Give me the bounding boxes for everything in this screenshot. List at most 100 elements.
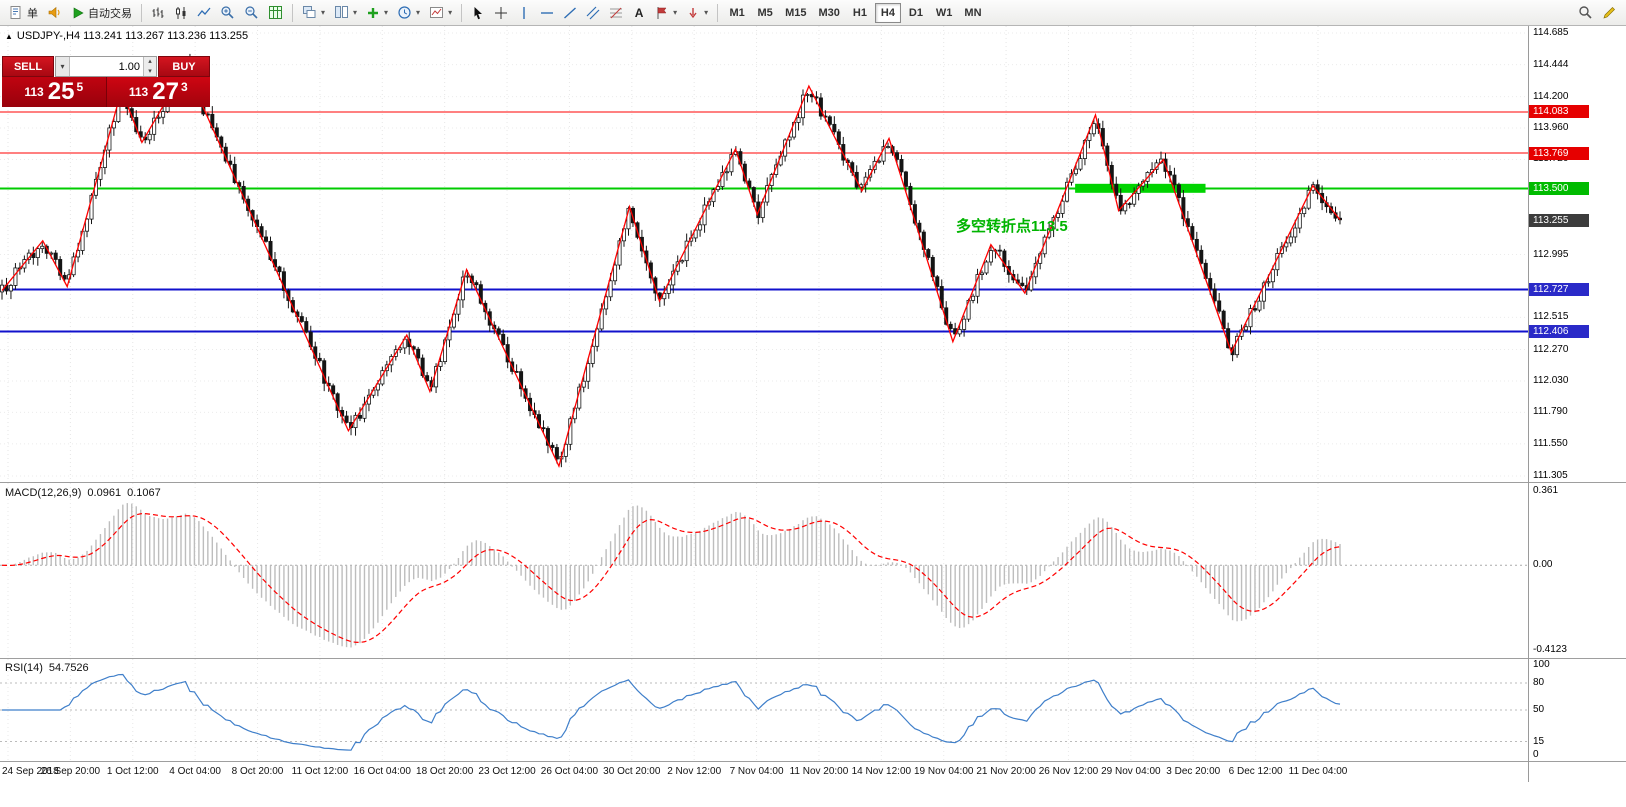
- candlestick-chart-button[interactable]: [170, 2, 192, 24]
- main-toolbar: 单 自动交易: [0, 0, 1626, 26]
- stepper-down-icon[interactable]: ▾: [144, 66, 156, 76]
- rsi-axis-tick: 80: [1533, 677, 1545, 688]
- timeframe-button-m30[interactable]: M30: [814, 3, 845, 23]
- time-label: 6 Dec 12:00: [1228, 766, 1283, 777]
- arrows-tool-button[interactable]: ▾: [682, 2, 712, 24]
- zoom-in-button[interactable]: [216, 2, 239, 24]
- macd-axis: 0.361 0.00 -0.4123: [1529, 483, 1626, 658]
- zoom-out-button[interactable]: [240, 2, 263, 24]
- time-axis: 24 Sep 2018 26 Sep 20:00 1 Oct 12:00 4 Oct …: [0, 762, 1528, 782]
- price-badge: 113.255: [1529, 213, 1589, 227]
- rsi-axis-tick: 0: [1533, 749, 1539, 760]
- macd-axis-tick: 0.361: [1533, 485, 1559, 496]
- rsi-axis-tick: 100: [1533, 659, 1550, 670]
- macd-label: MACD(12,26,9) 0.0961 0.1067: [5, 487, 161, 499]
- new-order-icon: [10, 6, 21, 19]
- price-badge: 112.406: [1529, 325, 1589, 339]
- time-label: 24 Sep 2018: [2, 766, 59, 777]
- new-order-button[interactable]: 单: [5, 2, 42, 24]
- sell-button[interactable]: SELL: [2, 56, 54, 77]
- price-tick: 111.550: [1533, 437, 1568, 449]
- macd-value-1: 0.0961: [87, 487, 122, 499]
- horizontal-line-tool-button[interactable]: [536, 2, 558, 24]
- horizontal-level-lines: [0, 111, 1528, 333]
- crosshair-tool-button[interactable]: [490, 2, 512, 24]
- new-order-label: 单: [27, 7, 38, 20]
- line-chart-button[interactable]: [193, 2, 215, 24]
- bar-chart-button[interactable]: [147, 2, 169, 24]
- timeframe-button-m1[interactable]: M1: [724, 3, 750, 23]
- macd-axis-tick: -0.4123: [1533, 644, 1567, 655]
- price-tick: 112.515: [1533, 311, 1569, 323]
- search-button[interactable]: [1574, 2, 1597, 24]
- timeframe-button-h1[interactable]: H1: [847, 3, 873, 23]
- cursor-tool-button[interactable]: [467, 2, 489, 24]
- buy-button[interactable]: BUY: [158, 56, 210, 77]
- price-chart[interactable]: [0, 26, 1528, 482]
- trendline-icon: [564, 6, 577, 19]
- price-badge: 113.769: [1529, 146, 1589, 160]
- edit-button[interactable]: [1598, 2, 1621, 24]
- grid-lines: [0, 26, 1528, 482]
- templates-button[interactable]: ▾: [425, 2, 456, 24]
- arrange-windows-icon: [335, 6, 349, 18]
- macd-chart[interactable]: [0, 483, 1528, 658]
- timeframe-button-w1[interactable]: W1: [931, 3, 958, 23]
- periods-button[interactable]: ▾: [393, 2, 424, 24]
- timeframe-button-mn[interactable]: MN: [959, 3, 986, 23]
- tile-windows-button[interactable]: [264, 2, 287, 24]
- quantity-stepper[interactable]: ▴ ▾: [143, 57, 156, 76]
- time-label: 3 Dec 20:00: [1166, 766, 1221, 777]
- panel-divider[interactable]: [0, 658, 1626, 659]
- time-label: 16 Oct 04:00: [353, 766, 411, 777]
- time-label: 30 Oct 20:00: [603, 766, 661, 777]
- timeframe-button-m5[interactable]: M5: [752, 3, 778, 23]
- cascade-windows-icon: [303, 6, 316, 18]
- toolbar-separator: [292, 3, 293, 22]
- timeframe-button-d1[interactable]: D1: [903, 3, 929, 23]
- autotrading-button[interactable]: 自动交易: [67, 2, 136, 24]
- alert-button[interactable]: [43, 2, 66, 24]
- quantity-dropdown-icon[interactable]: ▾: [56, 57, 70, 76]
- add-indicator-button[interactable]: ▾: [362, 2, 392, 24]
- buy-price-prefix: 113: [128, 85, 149, 99]
- rsi-axis-tick: 50: [1533, 704, 1545, 715]
- panel-divider[interactable]: [0, 482, 1626, 483]
- time-label: 23 Oct 12:00: [478, 766, 536, 777]
- line-chart-icon: [197, 7, 211, 16]
- vertical-line-tool-button[interactable]: [513, 2, 535, 24]
- buy-price-panel[interactable]: 113 27 3: [106, 77, 210, 107]
- stepper-up-icon[interactable]: ▴: [144, 57, 156, 67]
- channel-tool-button[interactable]: [582, 2, 604, 24]
- timeframe-button-m15[interactable]: M15: [780, 3, 811, 23]
- price-tick: 114.200: [1533, 90, 1569, 102]
- time-label: 7 Nov 04:00: [729, 766, 784, 777]
- rsi-chart[interactable]: [0, 659, 1528, 761]
- search-icon: [1579, 6, 1592, 19]
- trendline-tool-button[interactable]: [559, 2, 581, 24]
- cascade-windows-button[interactable]: ▾: [298, 2, 329, 24]
- time-label: 11 Dec 04:00: [1288, 766, 1348, 777]
- fibonacci-tool-button[interactable]: [605, 2, 627, 24]
- sell-price-panel[interactable]: 113 25 5: [2, 77, 107, 107]
- collapse-arrow-icon: ▲: [5, 31, 13, 41]
- autotrading-play-icon: [73, 6, 84, 19]
- toolbar-separator: [141, 3, 142, 22]
- candlestick-chart-icon: [176, 6, 186, 19]
- time-label: 11 Oct 12:00: [291, 766, 349, 777]
- timeframe-button-h4[interactable]: H4: [874, 2, 901, 23]
- arrange-windows-button[interactable]: ▾: [330, 2, 361, 24]
- sell-price-prefix: 113: [24, 85, 44, 99]
- zoom-in-icon: [221, 6, 234, 19]
- price-tick: 112.270: [1533, 343, 1569, 355]
- chevron-down-icon: ▾: [448, 8, 453, 17]
- symbol-ohlc-text: USDJPY-,H4 113.241 113.267 113.236 113.2…: [16, 30, 249, 42]
- symbol-ohlc-line: ▲ USDJPY-,H4 113.241 113.267 113.236 113…: [5, 30, 248, 42]
- price-tick: 111.305: [1533, 470, 1568, 481]
- text-tool-button[interactable]: A: [628, 2, 650, 24]
- quantity-field[interactable]: ▾ 1.00 ▴ ▾: [55, 56, 157, 77]
- price-tick: 113.960: [1533, 122, 1569, 134]
- chevron-down-icon: ▾: [416, 8, 421, 17]
- time-label: 19 Nov 04:00: [913, 766, 974, 777]
- label-tool-button[interactable]: ▾: [651, 2, 681, 24]
